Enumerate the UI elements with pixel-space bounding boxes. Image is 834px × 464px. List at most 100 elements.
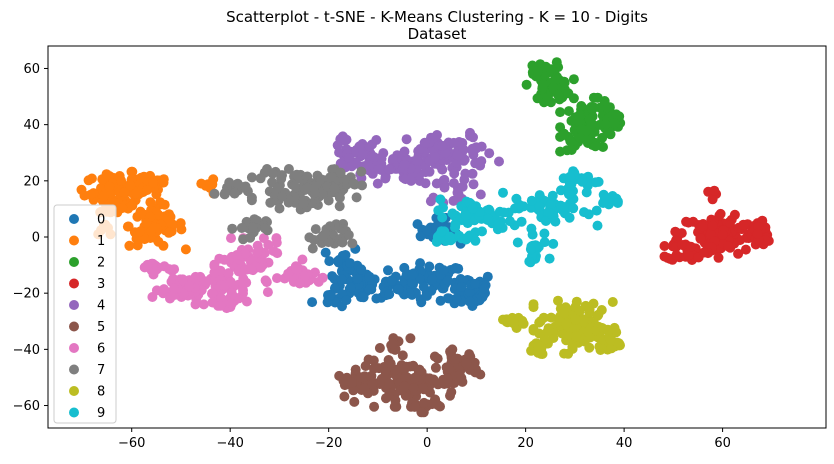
y-tick-label: 60 bbox=[23, 62, 40, 77]
data-point bbox=[324, 256, 335, 267]
data-point bbox=[386, 275, 397, 286]
data-point bbox=[420, 178, 431, 189]
y-tick-label: 0 bbox=[32, 231, 40, 246]
data-point bbox=[544, 253, 555, 264]
data-point bbox=[442, 293, 453, 304]
data-point bbox=[190, 299, 201, 310]
data-point bbox=[709, 185, 720, 196]
data-point bbox=[464, 349, 475, 360]
data-point bbox=[340, 250, 351, 260]
data-point bbox=[584, 307, 595, 318]
data-point bbox=[555, 107, 566, 118]
data-point bbox=[372, 178, 383, 189]
data-point bbox=[468, 179, 479, 190]
data-point bbox=[494, 156, 504, 167]
data-point bbox=[384, 289, 395, 300]
data-point bbox=[525, 244, 536, 255]
data-point bbox=[609, 118, 620, 129]
data-point bbox=[462, 232, 473, 243]
data-point bbox=[298, 198, 309, 209]
series-3 bbox=[659, 185, 774, 265]
data-point bbox=[450, 263, 461, 273]
data-point bbox=[104, 181, 115, 192]
data-point bbox=[401, 134, 412, 145]
data-point bbox=[297, 254, 308, 265]
data-point bbox=[145, 197, 156, 208]
data-point bbox=[723, 241, 734, 252]
data-point bbox=[435, 194, 446, 205]
data-point bbox=[459, 174, 470, 185]
data-point bbox=[442, 373, 453, 384]
series-2 bbox=[521, 57, 626, 157]
data-point bbox=[405, 333, 416, 344]
data-point bbox=[409, 401, 420, 412]
y-tick-label: 40 bbox=[23, 118, 40, 133]
series-8 bbox=[498, 295, 625, 359]
data-point bbox=[142, 259, 153, 270]
data-point bbox=[127, 200, 138, 211]
legend-label: 9 bbox=[97, 406, 105, 421]
data-point bbox=[390, 395, 401, 406]
legend-marker bbox=[69, 364, 79, 375]
data-point bbox=[299, 271, 310, 282]
data-point bbox=[452, 187, 463, 198]
data-point bbox=[713, 252, 724, 263]
data-point bbox=[566, 115, 577, 126]
data-point bbox=[184, 281, 195, 292]
data-point bbox=[408, 383, 419, 393]
data-point bbox=[576, 101, 587, 111]
data-point bbox=[498, 187, 508, 198]
data-point bbox=[568, 203, 579, 214]
data-point bbox=[563, 88, 574, 99]
data-point bbox=[574, 305, 585, 316]
data-point bbox=[344, 153, 354, 163]
x-tick-label: 60 bbox=[714, 436, 731, 451]
data-point bbox=[324, 290, 335, 301]
data-point bbox=[563, 348, 574, 359]
chart-title-line-2: Dataset bbox=[408, 25, 467, 43]
data-point bbox=[388, 154, 398, 164]
data-point bbox=[418, 383, 428, 394]
data-point bbox=[381, 393, 391, 404]
data-point bbox=[357, 180, 367, 191]
legend-marker bbox=[69, 386, 79, 396]
data-point bbox=[418, 281, 429, 292]
data-point bbox=[470, 235, 481, 246]
data-point bbox=[605, 334, 616, 345]
data-point bbox=[695, 233, 706, 244]
data-point bbox=[532, 66, 543, 77]
legend-marker bbox=[69, 343, 79, 353]
data-point bbox=[371, 293, 382, 304]
data-point bbox=[225, 277, 236, 287]
data-point bbox=[465, 296, 476, 307]
data-point bbox=[548, 238, 559, 249]
data-point bbox=[561, 318, 572, 329]
data-point bbox=[383, 355, 394, 365]
data-point bbox=[498, 207, 509, 218]
data-point bbox=[518, 318, 529, 329]
data-point bbox=[435, 401, 445, 412]
legend-marker bbox=[69, 235, 79, 246]
legend-label: 1 bbox=[97, 234, 105, 249]
data-point bbox=[512, 237, 523, 248]
data-point bbox=[598, 142, 608, 152]
data-point bbox=[348, 385, 359, 396]
data-point bbox=[447, 208, 458, 219]
data-point bbox=[430, 362, 441, 373]
data-point bbox=[483, 213, 494, 224]
legend-label: 3 bbox=[97, 277, 105, 292]
data-point bbox=[383, 265, 393, 276]
data-point bbox=[424, 261, 435, 272]
data-point bbox=[276, 173, 287, 184]
data-point bbox=[209, 259, 220, 270]
data-point bbox=[593, 309, 604, 320]
data-point bbox=[534, 190, 545, 201]
data-point bbox=[166, 218, 177, 229]
data-point bbox=[450, 353, 461, 364]
data-point bbox=[733, 248, 744, 259]
data-point bbox=[537, 81, 548, 92]
data-point bbox=[428, 374, 439, 385]
data-point bbox=[482, 271, 493, 282]
legend-label: 5 bbox=[97, 320, 105, 335]
data-point bbox=[592, 92, 603, 103]
